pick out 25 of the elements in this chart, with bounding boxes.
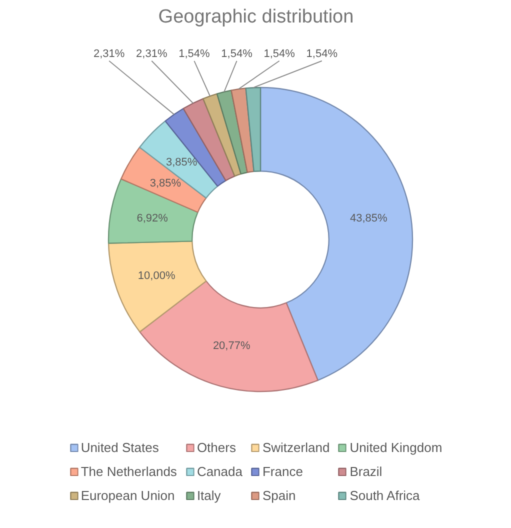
legend-label: France <box>262 463 303 479</box>
legend-label: South Africa <box>350 487 420 503</box>
data-label: 20,77% <box>212 340 250 352</box>
legend-label: United States <box>80 439 159 455</box>
data-label: 43,85% <box>350 212 388 224</box>
data-label: 6,92% <box>136 212 168 224</box>
legend-label: Spain <box>262 487 296 503</box>
data-label: 1,54% <box>306 48 338 60</box>
chart-title: Geographic distribution <box>158 6 354 28</box>
legend-label: Switzerland <box>262 439 330 455</box>
legend-label: Others <box>196 439 236 455</box>
data-label: 3,85% <box>166 156 198 169</box>
data-label: 2,31% <box>136 48 168 60</box>
legend-label: United Kingdom <box>350 439 442 455</box>
legend-label: European Union <box>80 487 175 503</box>
data-label: 2,31% <box>94 48 125 60</box>
legend-label: Brazil <box>350 463 382 479</box>
legend-label: The Netherlands <box>80 463 177 479</box>
legend-label: Italy <box>196 487 221 503</box>
data-label: 1,54% <box>264 48 296 60</box>
data-label: 1,54% <box>221 48 253 60</box>
data-label: 3,85% <box>150 178 182 190</box>
data-label: 1,54% <box>178 48 210 60</box>
legend-label: Canada <box>196 463 242 479</box>
data-label: 10,00% <box>138 270 176 282</box>
